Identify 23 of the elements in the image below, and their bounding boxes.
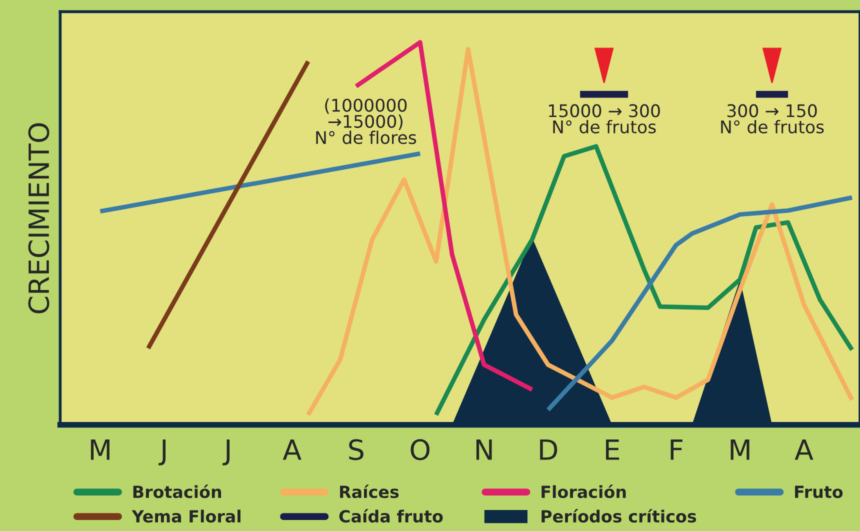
x-tick-label: D (540, 440, 558, 460)
legend-label: Fruto (795, 486, 843, 498)
x-tick-label: F (670, 440, 682, 460)
x-tick-label: E (606, 440, 620, 460)
x-tick-label: J (158, 440, 166, 466)
x-tick-label: M (730, 440, 750, 460)
x-tick-label: M (90, 440, 110, 460)
legend-label: Yema Floral (132, 510, 240, 523)
x-tick-label: S (349, 439, 364, 460)
legend-label: Caída fruto (339, 509, 443, 523)
y-axis-title: CRECIMIENTO (28, 123, 50, 314)
annotation: (1000000 →15000) N° de flores (316, 98, 416, 144)
annotation: 300 → 150 N° de frutos (721, 104, 824, 134)
x-tick-label: A (282, 440, 302, 460)
x-tick-label: O (410, 439, 430, 460)
legend-label: Raíces (340, 484, 399, 498)
legend-label: Brotación (133, 484, 222, 498)
x-tick-label: N (476, 440, 492, 460)
legend-label: Períodos críticos (542, 509, 696, 523)
annotation: 15000 → 300 N° de frutos (548, 104, 660, 134)
x-tick-label: J (222, 440, 230, 466)
legend-label: Floración (542, 484, 626, 498)
x-tick-label: A (794, 440, 814, 460)
